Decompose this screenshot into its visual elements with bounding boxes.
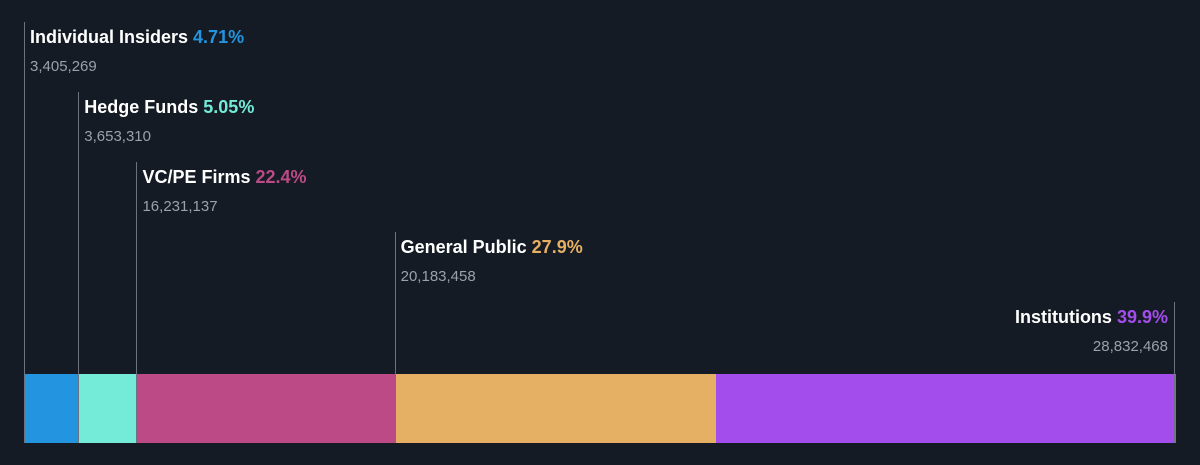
segment-count: 3,405,269 <box>30 58 97 75</box>
bar-segment-hedge-funds <box>78 374 137 443</box>
segment-label-vc-pe-firms: VC/PE Firms 22.4% 16,231,137 <box>142 166 306 217</box>
segment-percent: 22.4% <box>250 167 307 187</box>
segment-count: 3,653,310 <box>84 128 151 145</box>
segment-percent: 4.71% <box>188 27 245 47</box>
segment-count: 20,183,458 <box>400 268 476 285</box>
segment-label-general-public: General Public 27.9% 20,183,458 <box>401 236 583 287</box>
bar-segment-general-public <box>394 374 717 443</box>
segment-name: VC/PE Firms <box>142 167 251 187</box>
leader-line-general-public <box>394 232 396 443</box>
leader-line-hedge-funds <box>78 92 80 443</box>
segment-percent: 5.05% <box>198 97 255 117</box>
segment-count: 16,231,137 <box>142 198 218 215</box>
segment-percent: 39.9% <box>1111 307 1168 327</box>
segment-percent: 27.9% <box>526 237 583 257</box>
segment-label-hedge-funds: Hedge Funds 5.05% 3,653,310 <box>84 96 254 147</box>
segment-label-institutions: Institutions 39.9% 28,832,468 <box>1015 306 1168 357</box>
leader-line-individual-insiders <box>24 22 25 443</box>
bar-segment-vc-pe-firms <box>136 374 395 443</box>
bar-segment-individual-insiders <box>24 374 79 443</box>
segment-name: Hedge Funds <box>84 97 199 117</box>
segment-name: Individual Insiders <box>30 27 189 47</box>
segment-name: Institutions <box>1014 307 1112 327</box>
leader-line-vc-pe-firms <box>136 162 138 443</box>
bar-segment-institutions <box>716 374 1176 443</box>
segment-name: General Public <box>400 237 527 257</box>
segment-count: 28,832,468 <box>1092 338 1168 355</box>
leader-line-institutions <box>1174 302 1175 443</box>
segment-label-individual-insiders: Individual Insiders 4.71% 3,405,269 <box>30 26 244 77</box>
